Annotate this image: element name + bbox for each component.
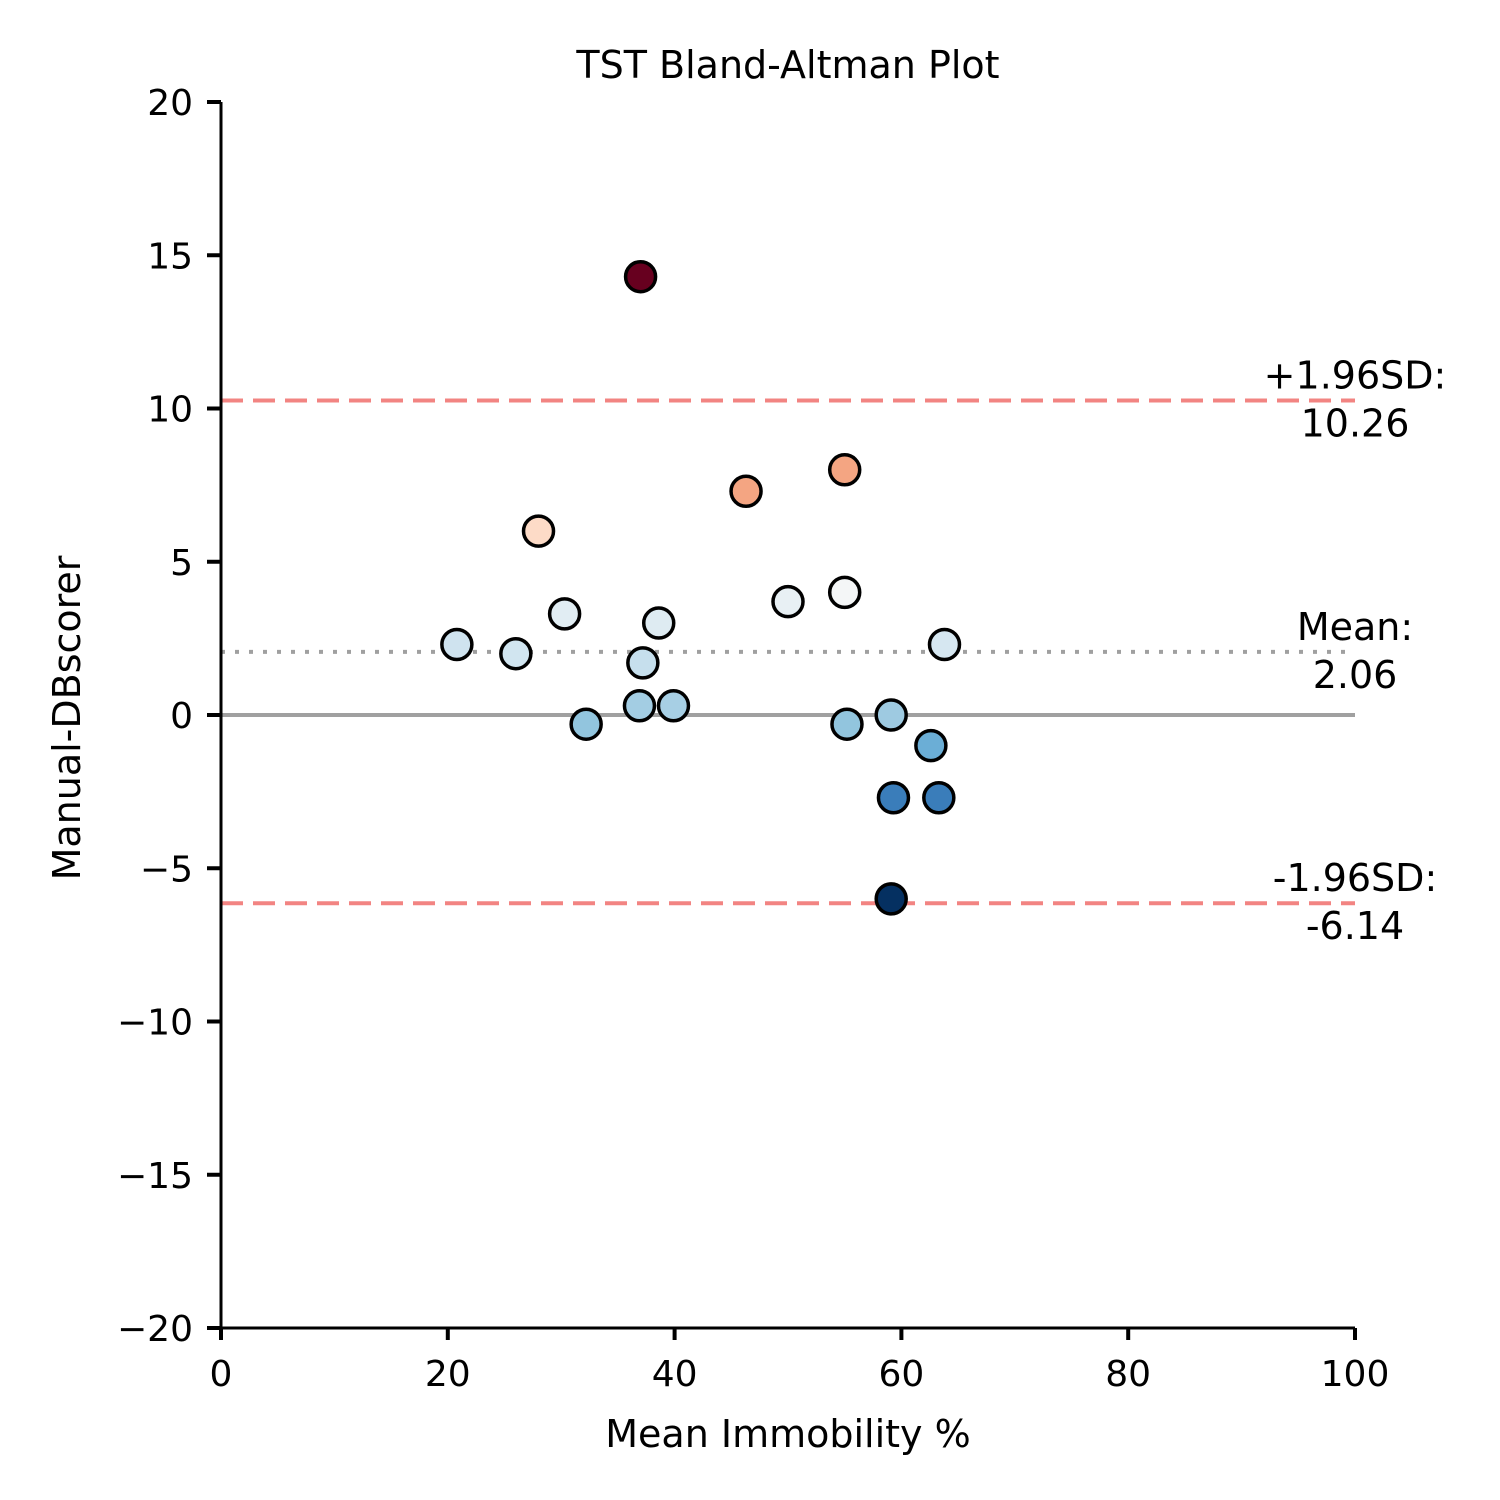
y-axis-ticks: −20 −15 −10 −5 0 5 10 15 20	[117, 83, 221, 1350]
data-point	[927, 627, 962, 662]
x-axis-title: Mean Immobility %	[605, 1412, 970, 1456]
data-point	[440, 627, 474, 662]
data-point	[521, 514, 556, 548]
data-point	[622, 689, 657, 723]
data-point	[729, 474, 763, 509]
x-tick-label: 80	[1105, 1354, 1151, 1395]
reference-label-mean-value: 2.06	[1313, 653, 1398, 697]
x-tick-label: 40	[652, 1354, 698, 1395]
reference-label-lower-value: -6.14	[1306, 904, 1404, 948]
y-tick-label: −15	[117, 1156, 193, 1197]
data-point	[547, 597, 582, 631]
reference-labels: +1.96SD:10.26 Mean:2.06 -1.96SD:-6.14	[1264, 354, 1447, 949]
x-tick-label: 100	[1321, 1354, 1390, 1395]
y-tick-label: 5	[170, 543, 193, 584]
y-tick-label: −20	[117, 1309, 193, 1350]
data-point	[569, 707, 603, 741]
y-tick-label: 20	[147, 83, 193, 124]
reference-label-upper-value: 10.26	[1301, 402, 1410, 446]
y-tick-label: 10	[147, 390, 193, 431]
y-tick-label: 0	[170, 696, 193, 737]
data-point	[641, 606, 676, 640]
reference-label-lower-heading: -1.96SD:	[1273, 856, 1438, 900]
data-point	[623, 259, 658, 294]
reference-label-mean-heading: Mean:	[1297, 605, 1413, 649]
data-point	[922, 781, 956, 815]
data-point	[499, 636, 533, 671]
data-point	[830, 707, 864, 741]
data-point	[626, 646, 660, 680]
data-point	[827, 575, 862, 610]
reference-lines	[221, 398, 1355, 906]
data-point	[771, 584, 805, 619]
y-axis-title: Manual-DBscorer	[45, 555, 89, 880]
x-tick-label: 0	[210, 1354, 233, 1395]
y-tick-label: −5	[140, 849, 193, 890]
data-point	[914, 728, 948, 763]
data-point	[656, 689, 691, 723]
reference-label-upper-heading: +1.96SD:	[1264, 354, 1447, 398]
y-tick-label: −10	[117, 1003, 193, 1044]
data-point	[874, 698, 908, 732]
y-tick-label: 15	[147, 236, 193, 277]
chart-title: TST Bland-Altman Plot	[575, 43, 999, 87]
data-point	[874, 882, 908, 916]
x-tick-label: 20	[425, 1354, 471, 1395]
x-axis-ticks: 0 20 40 60 80 100	[210, 1328, 1390, 1395]
data-point	[876, 781, 911, 815]
x-tick-label: 60	[878, 1354, 924, 1395]
data-points	[440, 259, 962, 916]
data-point	[827, 453, 862, 487]
